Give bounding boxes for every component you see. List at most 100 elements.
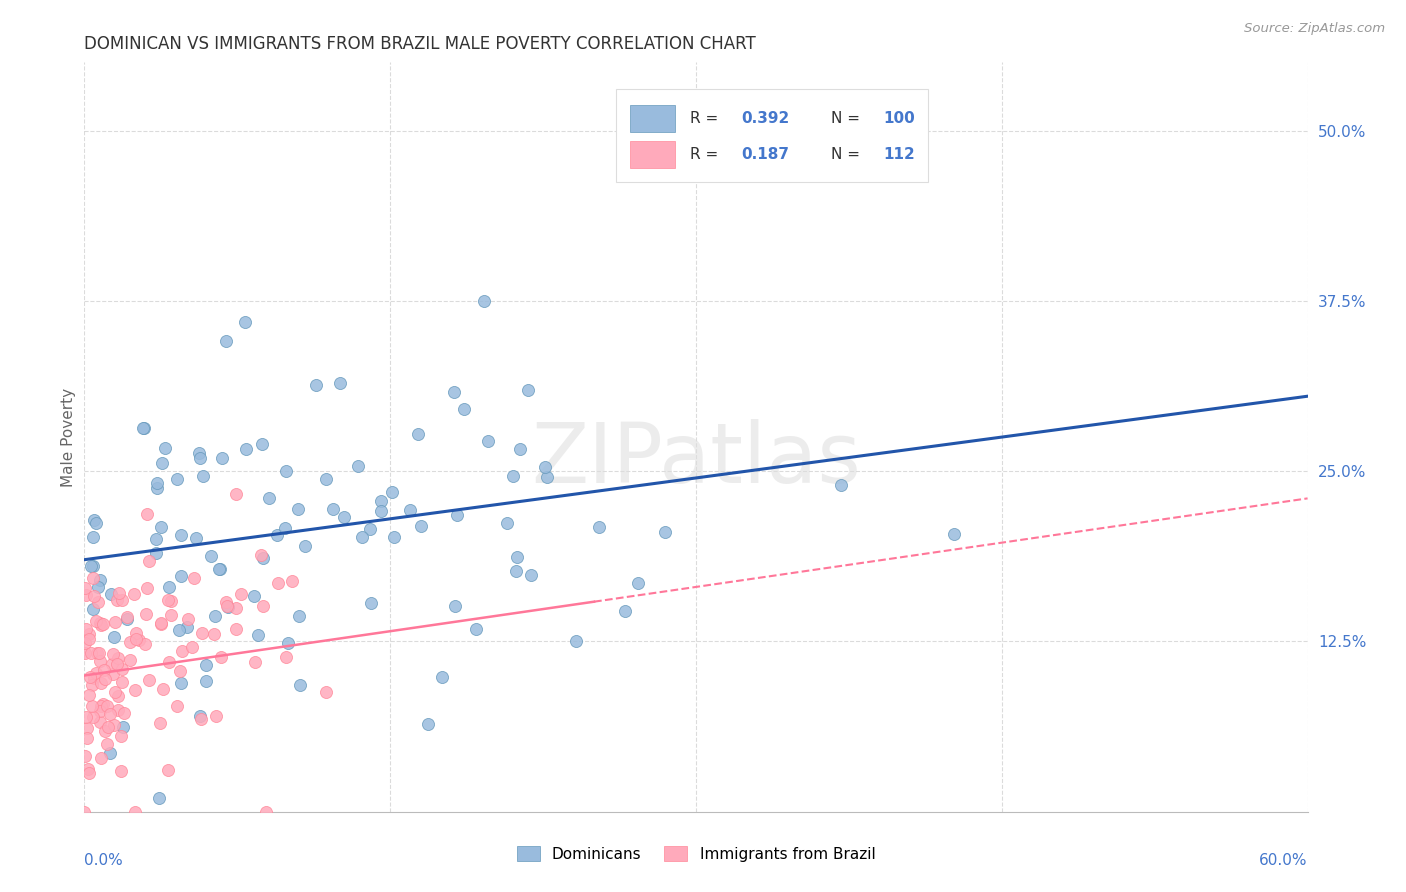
Text: N =: N = bbox=[831, 147, 859, 162]
Point bbox=[350, 530, 373, 544]
Point bbox=[104, 615, 127, 629]
Point bbox=[87, 580, 110, 594]
Point bbox=[148, 791, 170, 805]
Point bbox=[157, 655, 180, 669]
Point bbox=[204, 709, 226, 723]
Point bbox=[287, 502, 309, 516]
Point bbox=[416, 716, 439, 731]
Point bbox=[82, 558, 104, 573]
Point bbox=[90, 618, 112, 632]
Text: N =: N = bbox=[831, 112, 859, 126]
Point bbox=[249, 548, 271, 562]
Point bbox=[370, 504, 392, 518]
Point bbox=[195, 657, 218, 672]
Point bbox=[89, 654, 111, 668]
Point bbox=[82, 530, 104, 544]
Point bbox=[84, 665, 107, 680]
Point bbox=[305, 378, 328, 392]
Point bbox=[172, 644, 194, 658]
Point bbox=[188, 709, 211, 723]
Point bbox=[111, 592, 134, 607]
Point bbox=[89, 715, 111, 730]
Point bbox=[243, 655, 266, 669]
Point bbox=[382, 530, 405, 544]
Point bbox=[166, 472, 188, 486]
Point bbox=[94, 673, 117, 687]
Point bbox=[125, 632, 148, 646]
Point bbox=[80, 677, 103, 691]
Point bbox=[86, 595, 108, 609]
Point bbox=[157, 580, 180, 594]
Point bbox=[101, 657, 124, 672]
Point bbox=[93, 697, 115, 711]
Point bbox=[208, 562, 231, 576]
Point bbox=[329, 376, 352, 391]
Text: 0.392: 0.392 bbox=[741, 112, 790, 126]
Point bbox=[136, 507, 159, 521]
Point bbox=[453, 402, 475, 417]
Point bbox=[90, 698, 112, 713]
Point bbox=[122, 587, 145, 601]
Point bbox=[84, 516, 107, 531]
Point bbox=[257, 491, 280, 505]
Point bbox=[89, 574, 111, 588]
FancyBboxPatch shape bbox=[630, 141, 675, 169]
Point bbox=[505, 564, 527, 578]
Text: R =: R = bbox=[690, 147, 718, 162]
Point bbox=[136, 581, 159, 595]
Point bbox=[87, 646, 110, 660]
Text: 0.0%: 0.0% bbox=[84, 853, 124, 868]
Point bbox=[209, 650, 232, 665]
Point bbox=[472, 293, 495, 308]
Point bbox=[98, 706, 121, 721]
Point bbox=[181, 640, 204, 655]
Point bbox=[150, 615, 173, 630]
Point bbox=[153, 442, 176, 456]
Point bbox=[89, 704, 111, 718]
Point bbox=[565, 634, 588, 648]
Point bbox=[614, 604, 637, 618]
Point bbox=[150, 456, 173, 470]
Point bbox=[288, 678, 311, 692]
Point bbox=[73, 581, 96, 595]
Point bbox=[156, 763, 179, 777]
Point bbox=[79, 559, 101, 574]
Point bbox=[101, 667, 124, 681]
Point bbox=[169, 624, 191, 638]
Point bbox=[75, 710, 97, 724]
Point bbox=[100, 587, 122, 601]
Point bbox=[276, 650, 298, 665]
Point bbox=[233, 315, 256, 329]
Point bbox=[79, 627, 101, 641]
FancyBboxPatch shape bbox=[616, 88, 928, 182]
Point bbox=[105, 657, 128, 671]
Point bbox=[252, 551, 274, 566]
Point bbox=[166, 699, 188, 714]
Text: 100: 100 bbox=[883, 112, 915, 126]
Point bbox=[215, 599, 238, 613]
Point bbox=[195, 674, 218, 689]
Point bbox=[170, 528, 193, 542]
Point bbox=[446, 508, 468, 523]
Point bbox=[627, 575, 650, 590]
Point bbox=[108, 586, 131, 600]
Point bbox=[190, 626, 212, 640]
Point bbox=[322, 502, 344, 516]
Point bbox=[132, 420, 155, 434]
Point bbox=[138, 554, 160, 568]
Point bbox=[315, 472, 337, 486]
Point bbox=[101, 648, 124, 662]
Point bbox=[120, 653, 142, 667]
Point bbox=[346, 458, 368, 473]
Point bbox=[360, 596, 382, 610]
Point bbox=[187, 446, 209, 460]
Point bbox=[73, 749, 96, 764]
Point bbox=[75, 646, 97, 660]
Point bbox=[274, 464, 297, 478]
Point bbox=[82, 710, 104, 724]
Point bbox=[149, 519, 172, 533]
Point bbox=[509, 442, 531, 456]
Point bbox=[128, 632, 150, 647]
Point bbox=[110, 764, 132, 779]
Point bbox=[495, 516, 517, 531]
